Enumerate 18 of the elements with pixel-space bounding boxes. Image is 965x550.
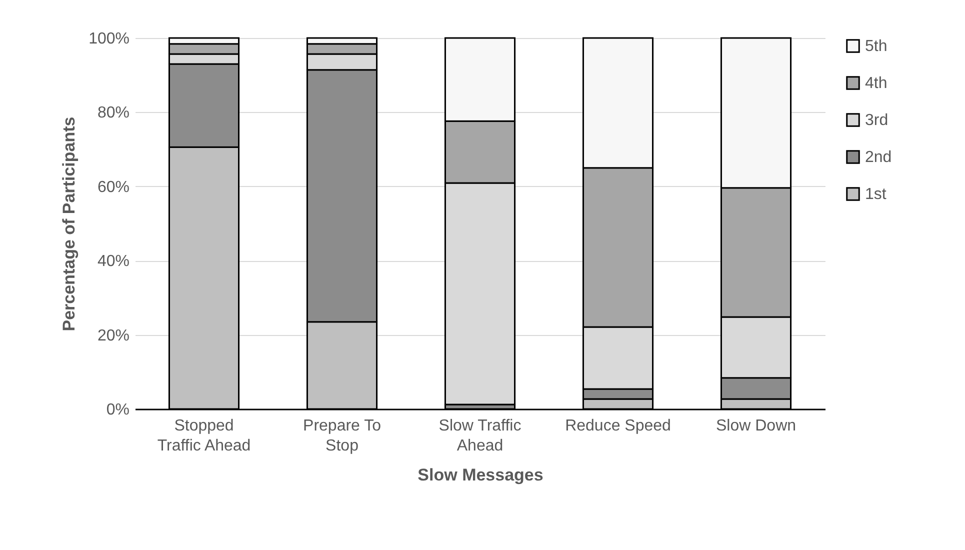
x-tick-label: Slow Traffic Ahead	[438, 418, 522, 454]
legend-label: 3rd	[865, 112, 888, 129]
y-tick-label: 20%	[97, 327, 130, 344]
x-tick-label: Slow Down	[716, 418, 796, 434]
x-axis-title: Slow Messages	[418, 466, 544, 484]
y-axis-title: Percentage of Participants	[60, 116, 79, 332]
y-tick-label: 0%	[106, 402, 130, 418]
y-tick-label: 80%	[97, 104, 130, 122]
legend-label: 5th	[865, 38, 888, 55]
y-tick-label: 40%	[97, 253, 130, 270]
x-tick-label: Reduce Speed	[565, 418, 671, 434]
y-tick-label: 100%	[88, 30, 130, 48]
x-tick-label: Stopped Traffic Ahead	[157, 418, 251, 454]
legend-label: 4th	[865, 75, 888, 92]
x-tick-label: Prepare To Stop	[303, 418, 382, 454]
y-tick-label: 60%	[97, 178, 130, 196]
legend-label: 2nd	[865, 149, 892, 166]
legend-label: 1st	[865, 186, 887, 203]
